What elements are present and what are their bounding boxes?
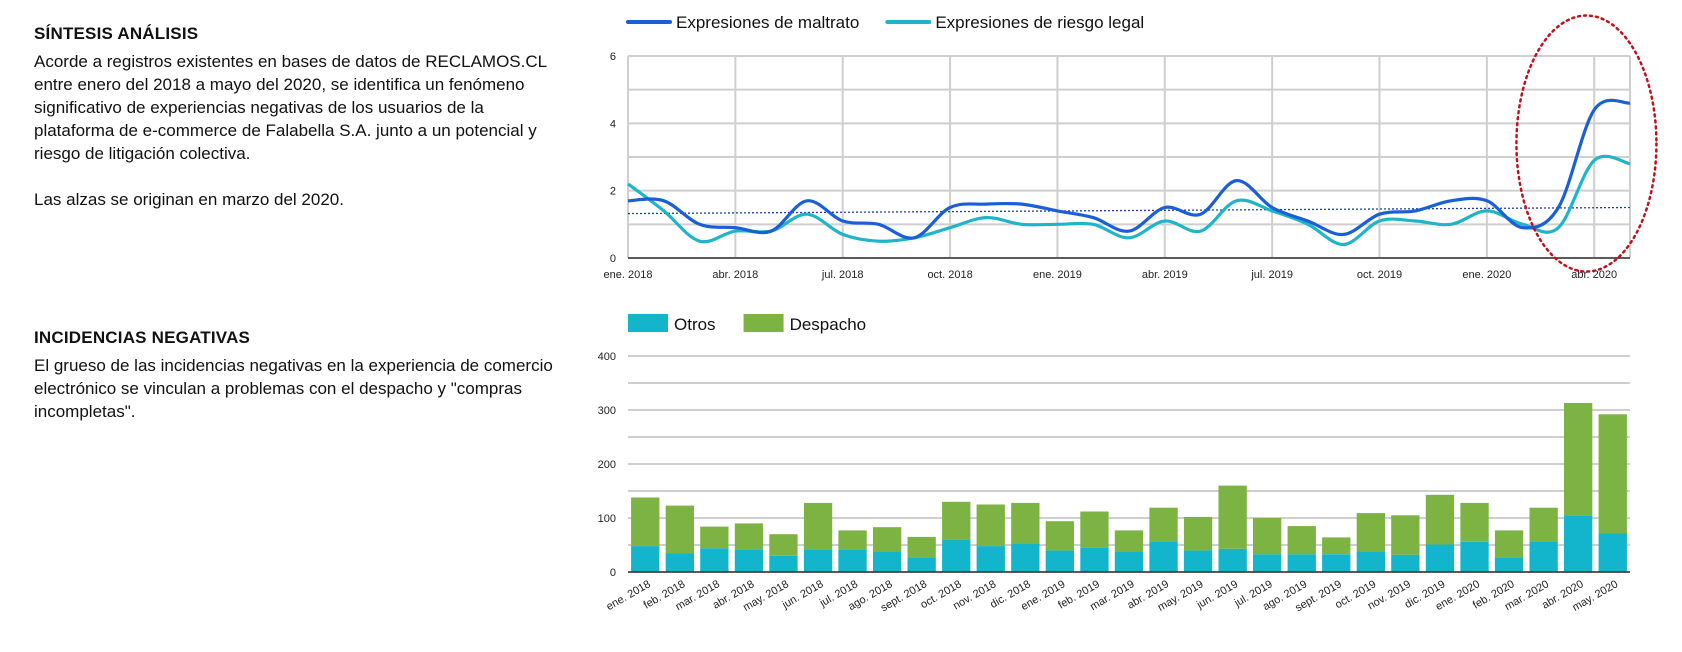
bar-despacho [700, 526, 729, 549]
highlight-ellipse [1515, 14, 1658, 273]
line-chart-y-tick-label: 2 [610, 186, 616, 198]
legend-label: Expresiones de riesgo legal [935, 13, 1144, 32]
bar-otros [976, 546, 1005, 572]
analysis-summary-paragraph: Acorde a registros existentes en bases d… [34, 52, 547, 163]
bar-despacho [1460, 502, 1489, 542]
bar-despacho [1356, 513, 1385, 552]
bar-otros [1149, 541, 1178, 572]
bar-otros [1460, 541, 1489, 572]
bar-chart-y-tick-label: 400 [598, 351, 616, 363]
bar-otros [769, 555, 798, 572]
line-series-expresiones-de-riesgo-legal [627, 154, 1631, 247]
bar-despacho [631, 497, 660, 547]
bar-despacho [838, 530, 867, 550]
bar-otros [1494, 557, 1524, 572]
bar-otros [1425, 544, 1455, 572]
bar-despacho [1494, 530, 1524, 558]
bar-despacho [769, 534, 798, 556]
bar-otros [942, 539, 971, 572]
bar-otros [907, 557, 936, 572]
bar-otros [1322, 554, 1351, 572]
bar-otros [1253, 554, 1282, 572]
bar-despacho [1529, 507, 1558, 542]
bar-chart-y-tick-label: 0 [610, 567, 616, 579]
bar-otros [665, 553, 694, 572]
bar-despacho [1598, 414, 1627, 534]
line-series-expresiones-de-maltrato [627, 98, 1631, 240]
bar-otros [1287, 554, 1316, 572]
line-chart-x-tick-label: oct. 2018 [927, 269, 972, 281]
bar-despacho [1045, 521, 1074, 551]
bar-despacho [734, 523, 764, 550]
bar-otros [1011, 543, 1040, 572]
line-chart-x-tick-label: ene. 2019 [1033, 269, 1082, 281]
bar-despacho [1564, 403, 1593, 516]
line-chart-x-tick-label: abr. 2018 [712, 269, 758, 281]
analysis-summary-section: SÍNTESIS ANÁLISIS Acorde a registros exi… [34, 24, 554, 211]
bar-despacho [1253, 518, 1282, 555]
legend-label: Expresiones de maltrato [676, 13, 859, 32]
bar-otros [1564, 515, 1593, 572]
bar-despacho [1218, 485, 1247, 549]
bar-despacho [1425, 494, 1455, 545]
bar-despacho [1183, 516, 1213, 551]
bar-otros [803, 549, 833, 572]
negative-incidents-paragraph: El grueso de las incidencias negativas e… [34, 356, 553, 421]
bar-otros [1356, 552, 1385, 572]
bar-chart-y-tick-label: 300 [598, 405, 616, 417]
line-chart-x-tick-label: oct. 2019 [1357, 269, 1402, 281]
bar-otros [1080, 547, 1109, 572]
bar-otros [734, 549, 764, 572]
bar-otros [1114, 552, 1144, 572]
negative-incidents-heading: INCIDENCIAS NEGATIVAS [34, 328, 251, 347]
line-chart-x-tick-label: jul. 2019 [1250, 269, 1293, 281]
bar-despacho [803, 502, 833, 550]
line-chart-y-tick-label: 4 [610, 118, 616, 130]
bar-despacho [873, 527, 902, 552]
legend-color-swatch [628, 314, 668, 332]
line-chart-reference-line [627, 206, 1631, 215]
bar-otros [1218, 548, 1247, 572]
bar-despacho [1114, 530, 1144, 552]
bar-despacho [976, 504, 1005, 547]
line-chart-x-tick-label: ene. 2018 [604, 269, 653, 281]
bar-otros [631, 546, 660, 572]
bar-otros [1598, 533, 1627, 572]
line-chart-x-tick-label: abr. 2019 [1142, 269, 1188, 281]
bar-despacho [665, 505, 694, 554]
bar-otros [1183, 550, 1213, 572]
legend-label: Otros [674, 315, 716, 334]
analysis-summary-note: Las alzas se originan en marzo del 2020. [34, 190, 344, 209]
bar-otros [1045, 550, 1074, 572]
bar-despacho [1149, 507, 1178, 542]
bar-despacho [1391, 515, 1420, 555]
bar-chart-y-tick-label: 100 [598, 513, 616, 525]
bar-despacho [1322, 537, 1351, 555]
analysis-summary-heading: SÍNTESIS ANÁLISIS [34, 24, 199, 43]
bar-despacho [942, 501, 971, 540]
line-chart-x-tick-label: jul. 2018 [821, 269, 864, 281]
bar-despacho [1080, 511, 1109, 548]
line-chart-y-tick-label: 6 [610, 51, 616, 63]
bar-otros [873, 552, 902, 572]
line-chart-x-tick-label: ene. 2020 [1462, 269, 1511, 281]
legend-color-swatch [743, 314, 784, 332]
bar-otros [838, 549, 867, 572]
expressions-line-chart: ene. 2018 abr. 2018 jul. 2018 oct. 2018 ene.… [604, 13, 1658, 281]
bar-despacho [1011, 502, 1040, 544]
legend-label: Despacho [790, 315, 867, 334]
line-chart-y-tick-label: 0 [610, 253, 616, 265]
bar-despacho [1287, 526, 1316, 555]
bar-otros [700, 548, 729, 572]
bar-chart-y-tick-label: 200 [598, 459, 616, 471]
negative-incidents-section: INCIDENCIAS NEGATIVAS El grueso de las i… [34, 328, 554, 423]
bar-otros [1391, 554, 1420, 572]
bar-despacho [907, 536, 936, 558]
bar-otros [1529, 541, 1558, 572]
